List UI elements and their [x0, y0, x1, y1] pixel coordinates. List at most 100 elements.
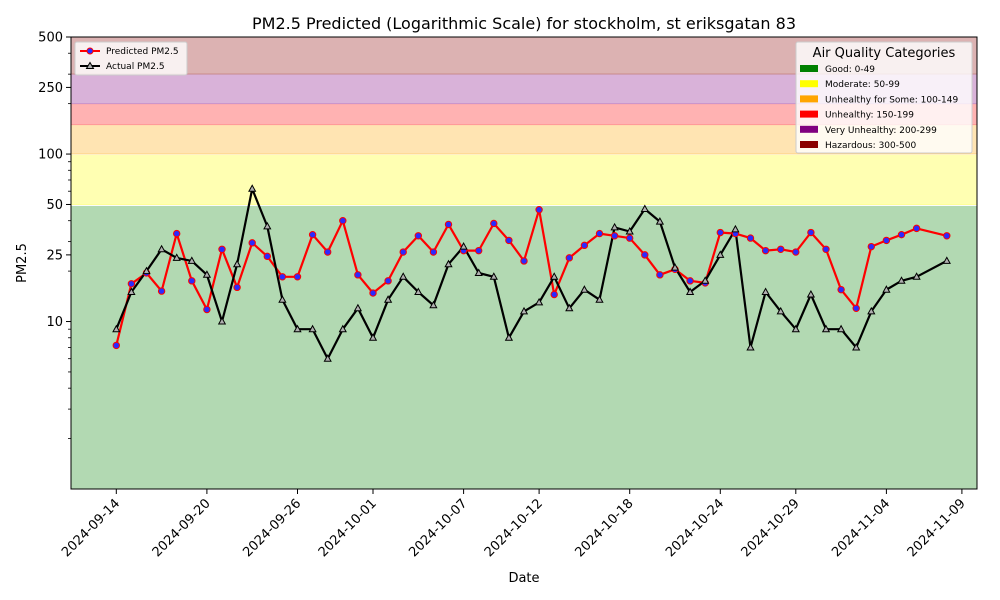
category-swatch-0	[800, 65, 818, 72]
series-0-point-14	[324, 248, 332, 256]
aqi-band-3	[71, 104, 977, 125]
series-1-point-49	[852, 342, 861, 351]
series-1-point-11	[278, 295, 287, 303]
series-0-point-43	[761, 246, 770, 255]
series-0-point-19	[399, 248, 407, 256]
series-1-point-14	[323, 354, 332, 362]
series-0-point-36	[656, 271, 664, 279]
series-1-point-30	[565, 303, 574, 312]
x-tick-label-3: 2024-10-01	[316, 496, 380, 560]
series-0-point-42	[746, 234, 755, 242]
series-0-point-3	[157, 287, 166, 295]
aqi-band-1	[71, 154, 977, 205]
category-label-5: Hazardous: 300-500	[825, 141, 916, 151]
series-0-point-15	[339, 217, 347, 225]
series-0-point-45	[792, 248, 800, 256]
series-1-point-6	[202, 270, 212, 278]
categories-legend-title: Air Quality Categories	[813, 46, 956, 61]
series-1-point-37	[670, 263, 680, 271]
series-0-point-38	[686, 277, 694, 285]
series-1-point-51	[882, 285, 891, 293]
series-1-point-32	[595, 295, 604, 303]
series-0-point-8	[233, 283, 241, 292]
series-0-point-35	[641, 251, 649, 259]
series-1-point-21	[429, 300, 438, 309]
y-axis-label: PM2.5	[15, 243, 30, 283]
category-swatch-5	[800, 141, 818, 148]
series-1-point-7	[217, 316, 227, 325]
series-0-point-26	[505, 236, 513, 245]
series-1-point-34	[625, 226, 634, 235]
y-tick-label-0: 10	[46, 315, 63, 330]
series-1-point-15	[338, 324, 347, 333]
series-1-point-39	[701, 276, 710, 284]
series-0-point-27	[520, 257, 528, 265]
series-1-point-24	[474, 268, 483, 276]
series-1-point-0	[112, 324, 121, 333]
x-tick-label-9: 2024-11-04	[829, 496, 893, 560]
series-1-point-31	[580, 285, 589, 293]
series-0-point-18	[384, 277, 392, 285]
series-0-point-13	[308, 230, 317, 239]
series-1-point-26	[504, 333, 514, 341]
series-1-point-50	[867, 306, 876, 315]
series-0-point-33	[610, 232, 619, 240]
series-1-point-12	[293, 324, 302, 333]
series-0-point-24	[475, 246, 483, 255]
series-1-point-29	[550, 272, 559, 280]
series-1-point-48	[836, 324, 846, 333]
series-0-point-32	[595, 229, 604, 238]
category-swatch-1	[800, 80, 818, 88]
series-1-point-8	[232, 259, 242, 268]
series-0-point-52	[897, 230, 906, 239]
series-1-point-46	[806, 289, 816, 298]
series-0-point-7	[218, 245, 226, 253]
series-0-point-48	[837, 285, 845, 294]
series-0-point-4	[173, 229, 181, 238]
category-label-4: Very Unhealthy: 200-299	[825, 126, 937, 136]
series-0-point-49	[852, 304, 860, 312]
series-lines	[112, 184, 951, 362]
series-0-point-10	[263, 252, 271, 261]
legend-actual-marker	[85, 61, 95, 69]
chart-title: PM2.5 Predicted (Logarithmic Scale) for …	[252, 14, 796, 33]
x-ticks: 2024-09-14 2024-09-20 2024-09-26 2024-10-01…	[59, 489, 969, 560]
series-1-point-42	[746, 342, 755, 351]
series-0-point-25	[490, 219, 498, 228]
series-1-point-27	[519, 306, 529, 315]
series-0-point-34	[626, 234, 634, 242]
y-tick-label-5: 500	[38, 31, 63, 46]
y-ticks: 10 25 50 100 250 500	[38, 31, 71, 439]
series-0-point-20	[414, 232, 422, 240]
category-swatch-2	[800, 95, 818, 103]
x-axis-label: Date	[508, 571, 539, 586]
series-0-point-9	[248, 239, 256, 247]
category-swatch-4	[800, 125, 818, 133]
categories-legend-box	[795, 41, 973, 154]
series-1-point-13	[308, 324, 317, 333]
series-0-point-11	[278, 273, 287, 281]
series-1-point-45	[791, 324, 800, 333]
y-tick-label-1: 25	[46, 248, 63, 263]
series-1-point-19	[399, 272, 408, 280]
series-0-point-16	[354, 271, 362, 279]
x-tick-label-1: 2024-09-20	[150, 496, 214, 560]
series-1-point-1	[127, 287, 136, 295]
series-0-point-54	[943, 232, 951, 240]
series-0-point-29	[550, 290, 558, 299]
y-tick-label-3: 100	[38, 148, 63, 163]
series-1-point-20	[414, 287, 423, 295]
series-1-point-53	[912, 272, 921, 280]
x-tick-label-6: 2024-10-18	[572, 496, 636, 560]
series-0-point-5	[188, 277, 196, 285]
series-1-point-5	[187, 256, 196, 264]
x-tick-label-10: 2024-11-09	[905, 496, 969, 560]
series-1-point-54	[942, 256, 951, 264]
series-0-point-44	[777, 245, 785, 253]
series-1-point-22	[444, 259, 453, 268]
categories-legend-items: Good: 0-49 Moderate: 50-99 Unhealthy for S…	[800, 65, 958, 151]
series-1-point-25	[489, 272, 498, 280]
series-1-point-47	[821, 324, 831, 333]
x-tick-label-5: 2024-10-12	[482, 496, 546, 560]
